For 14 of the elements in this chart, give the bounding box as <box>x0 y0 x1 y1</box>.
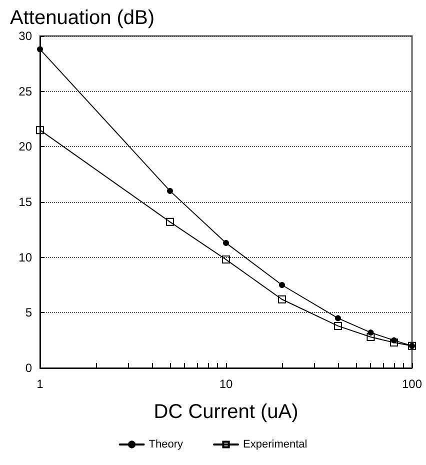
y-axis-title: Attenuation (dB) <box>10 7 155 29</box>
x-tick-label: 10 <box>219 377 233 391</box>
x-tick-label: 1 <box>36 377 44 391</box>
legend-label: Theory <box>148 438 184 450</box>
y-tick-label: 20 <box>18 140 32 154</box>
x-tick-label: 100 <box>402 377 422 391</box>
legend-label: Experimental <box>243 438 308 450</box>
y-tick-label: 10 <box>18 250 32 264</box>
x-axis-title: DC Current (uA) <box>154 401 298 423</box>
y-tick-label: 5 <box>25 306 32 320</box>
y-tick-label: 15 <box>18 195 32 209</box>
y-tick-label: 0 <box>25 361 32 375</box>
y-tick-label: 25 <box>18 84 32 98</box>
y-tick-label: 30 <box>18 29 32 43</box>
